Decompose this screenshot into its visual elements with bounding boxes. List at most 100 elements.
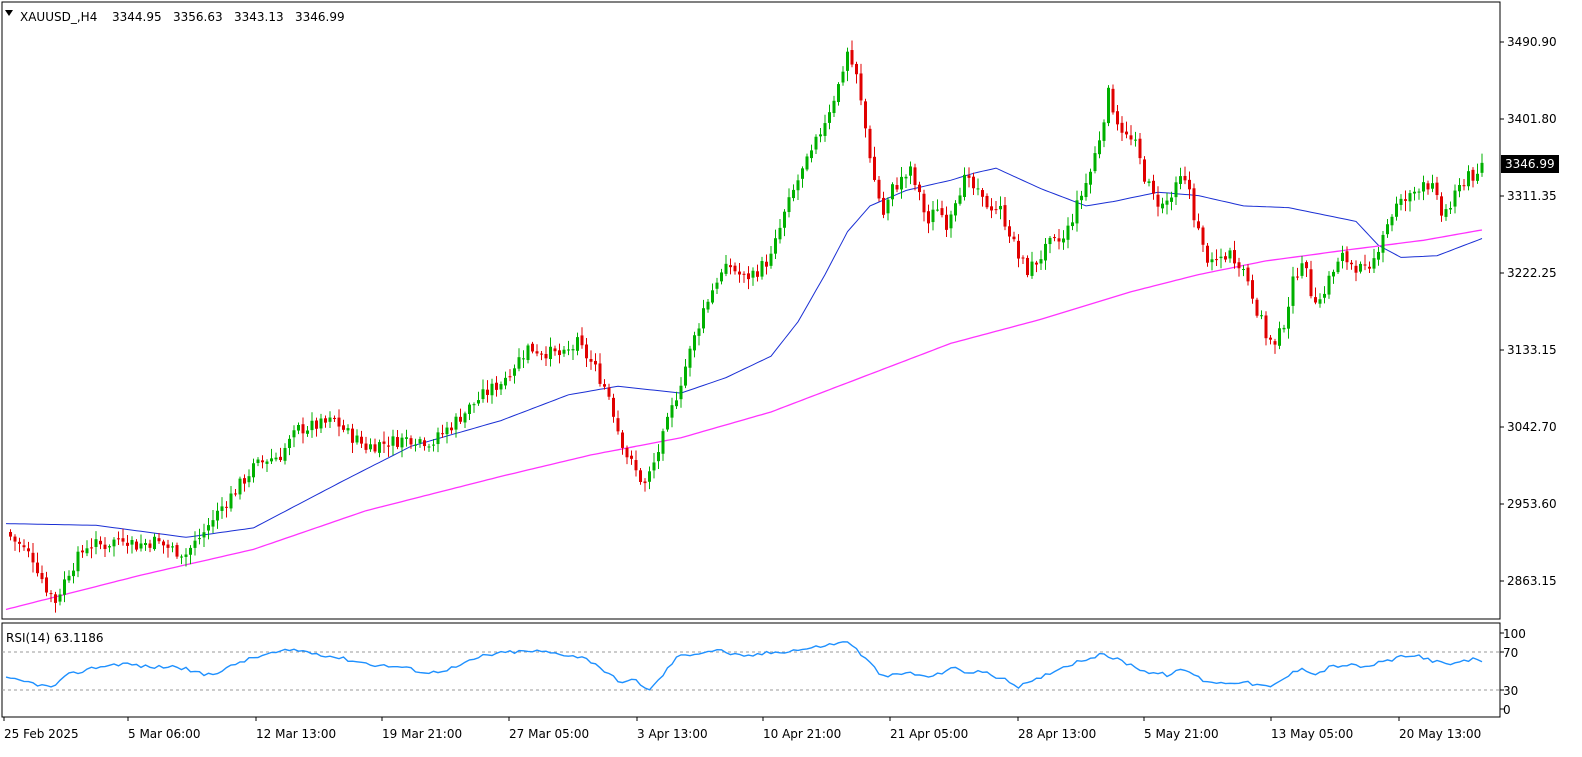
candle (940, 200, 944, 218)
candle (1273, 338, 1277, 354)
candle (1260, 310, 1263, 320)
candle (324, 415, 327, 428)
candle-body (180, 556, 183, 558)
time-tick: 5 Mar 06:00 (127, 717, 201, 741)
candle (1057, 229, 1061, 250)
candle (801, 166, 804, 188)
candle-body (1282, 327, 1286, 330)
candle (711, 283, 714, 305)
candle (549, 337, 552, 367)
candle-body (706, 301, 710, 310)
candle-body (1381, 234, 1385, 253)
candle (427, 443, 431, 452)
candle-body (306, 430, 309, 434)
candle-body (553, 348, 557, 352)
candle-body (1161, 203, 1164, 209)
candle (49, 590, 53, 603)
candle-body (787, 197, 791, 213)
candle (945, 206, 948, 238)
candle (387, 436, 390, 457)
candle-body (738, 271, 741, 275)
candle-body (1098, 140, 1101, 155)
candle-body (49, 593, 53, 595)
candle (846, 47, 849, 82)
candle (1287, 296, 1290, 339)
candle-body (886, 199, 890, 214)
candle (76, 546, 80, 578)
candle-body (1044, 243, 1047, 261)
candle (837, 82, 840, 106)
candle (877, 175, 881, 202)
time-tick: 21 Apr 05:00 (889, 717, 968, 741)
candle-body (441, 433, 444, 435)
candle-body (90, 547, 93, 549)
candle (396, 430, 399, 450)
candle (954, 200, 957, 222)
candle (733, 262, 737, 275)
candle-body (324, 418, 327, 423)
candle-body (256, 459, 260, 464)
candle (63, 571, 66, 603)
time-tick: 12 Mar 13:00 (255, 717, 336, 741)
candle (310, 412, 314, 438)
candle-body (1201, 227, 1205, 245)
candle (747, 266, 750, 290)
candle (1417, 188, 1421, 200)
candle (1381, 231, 1385, 263)
candle (616, 410, 620, 435)
candle (1408, 190, 1412, 212)
candle (189, 545, 192, 565)
candle (805, 153, 809, 172)
price-axis[interactable]: 3490.90 3401.80 3311.35 3222.25 3133.15 … (1500, 35, 1559, 588)
candle-body (1453, 190, 1457, 207)
time-label: 25 Feb 2025 (4, 727, 79, 741)
candle (1363, 254, 1367, 271)
triangle-down-icon (5, 10, 13, 16)
candle (355, 429, 359, 445)
candle (1305, 260, 1308, 278)
candle (535, 344, 539, 357)
candle-body (166, 544, 170, 548)
candle (792, 184, 795, 202)
candle (225, 501, 228, 518)
candle-body (576, 337, 579, 351)
candle-body (1377, 251, 1380, 260)
rsi-line (5, 641, 1483, 691)
candle (175, 542, 179, 559)
candle-body (1192, 188, 1196, 221)
candle-body (1206, 245, 1209, 263)
time-axis[interactable]: 25 Feb 2025 5 Mar 06:00 12 Mar 13:00 19 … (3, 717, 1481, 741)
price-pane[interactable]: XAUUSD_,H4 3344.95 3356.63 3343.13 3346.… (1, 1, 1501, 620)
candle-body (225, 506, 228, 508)
candle (1314, 287, 1317, 305)
candle (1453, 184, 1457, 214)
candle-body (963, 174, 966, 198)
rsi-pane[interactable]: RSI(14) 63.1186 (1, 622, 1501, 718)
time-label: 21 Apr 05:00 (890, 727, 968, 741)
candle-body (130, 540, 134, 545)
candle-body (1287, 306, 1290, 329)
candle (40, 565, 44, 584)
candle (526, 343, 530, 364)
candle-body (472, 404, 476, 406)
candle-body (508, 376, 512, 378)
candle (436, 427, 440, 453)
candle-body (504, 377, 507, 386)
current-price-tag: 3346.99 (1501, 155, 1559, 173)
candle-body (319, 418, 323, 429)
candle-body (1300, 263, 1304, 276)
candle (1462, 179, 1466, 191)
candle-body (981, 190, 984, 197)
candle (990, 198, 993, 219)
candle (1354, 260, 1358, 282)
collapse-toggle[interactable] (5, 10, 13, 16)
candle (1129, 125, 1133, 146)
candle-body (1251, 280, 1254, 299)
candle-body (549, 346, 552, 360)
candle-body (1449, 208, 1452, 210)
candle-body (418, 439, 422, 444)
candle (666, 412, 669, 432)
candle-body (153, 536, 156, 550)
candle (918, 181, 921, 201)
